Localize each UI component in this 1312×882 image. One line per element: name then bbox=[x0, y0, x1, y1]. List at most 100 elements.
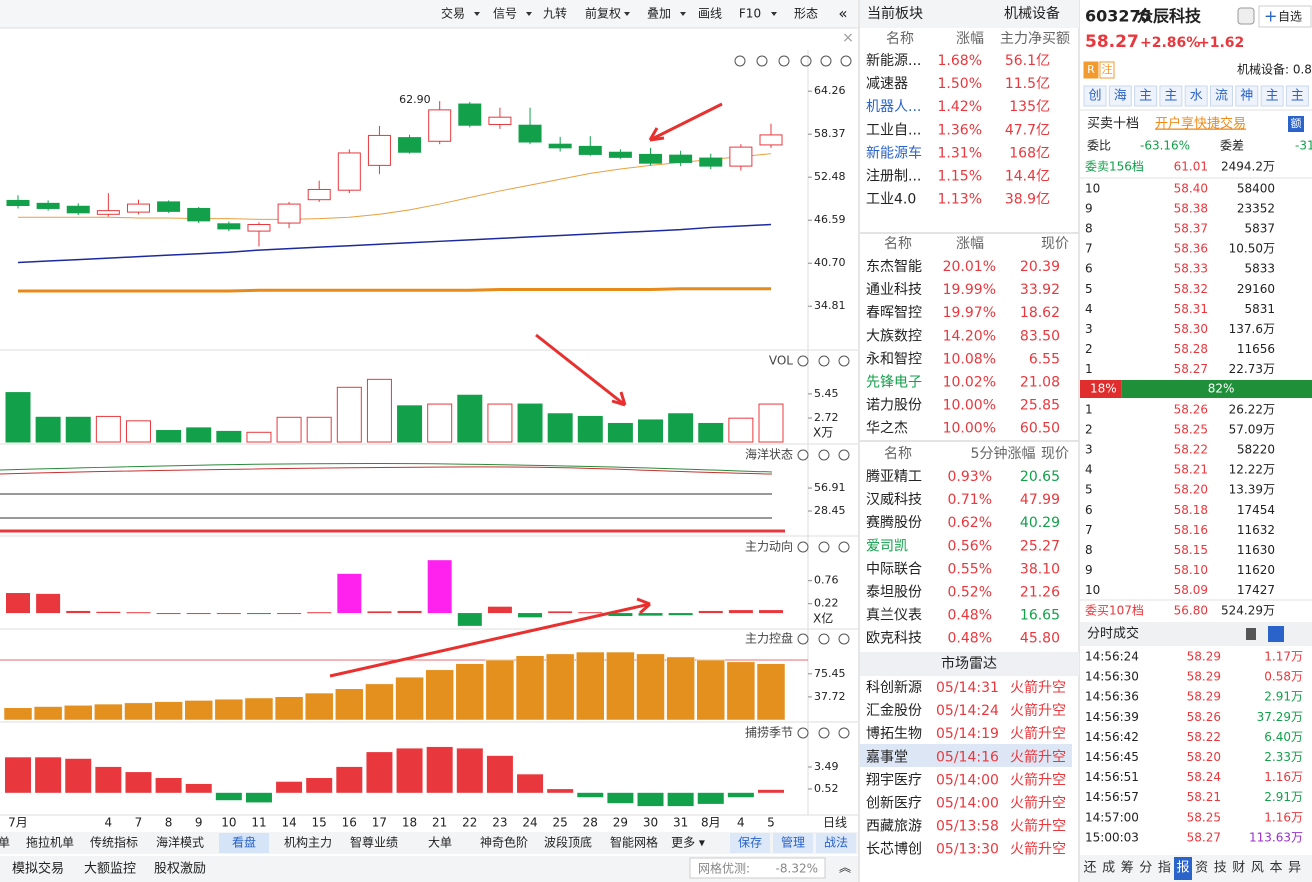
watch-label[interactable]: 自选 bbox=[1278, 10, 1302, 24]
feature-label[interactable]: 神 bbox=[1240, 89, 1253, 104]
row-name[interactable]: 真兰仪表 bbox=[866, 608, 922, 624]
row-name[interactable]: 欧克科技 bbox=[866, 631, 922, 647]
toolbar-button[interactable]: 画线 bbox=[698, 7, 722, 21]
side-tab[interactable]: 技 bbox=[1214, 861, 1227, 876]
row-name[interactable]: 爱司凯 bbox=[866, 538, 908, 554]
feature-button[interactable] bbox=[1235, 85, 1259, 107]
toolbar-icon[interactable] bbox=[756, 55, 768, 67]
radar-name[interactable]: 博拓生物 bbox=[866, 725, 922, 742]
promo[interactable]: 开户享快捷交易 bbox=[1155, 116, 1246, 132]
row-name[interactable]: 大族数控 bbox=[866, 328, 922, 344]
status-item[interactable]: 模拟交易 bbox=[12, 861, 64, 877]
tab[interactable]: 看盘 bbox=[232, 835, 256, 850]
action[interactable]: 保存 bbox=[738, 836, 762, 850]
panel-icon[interactable] bbox=[818, 541, 830, 553]
tab[interactable]: 海洋模式 bbox=[156, 835, 204, 850]
radar-name[interactable]: 西藏旅游 bbox=[866, 819, 922, 835]
feature-label[interactable]: 海 bbox=[1114, 89, 1127, 104]
tab[interactable]: 单 bbox=[0, 836, 10, 850]
side-tab[interactable]: 指 bbox=[1158, 861, 1171, 876]
row-name[interactable]: 赛腾股份 bbox=[866, 514, 922, 531]
panel-icon[interactable] bbox=[818, 727, 830, 739]
tab[interactable]: 大单 bbox=[428, 836, 452, 850]
toolbar-button[interactable]: 叠加 bbox=[647, 7, 671, 21]
toolbar-button[interactable]: 信号 bbox=[493, 7, 517, 21]
panel-icon[interactable] bbox=[838, 355, 850, 367]
side-tab[interactable]: 成 bbox=[1102, 861, 1115, 876]
row-name[interactable]: 工业自... bbox=[866, 122, 921, 138]
feature-button[interactable] bbox=[1134, 85, 1158, 107]
panel-icon[interactable] bbox=[797, 633, 809, 645]
tab[interactable]: 智能网格 bbox=[610, 835, 658, 850]
feature-label[interactable]: 流 bbox=[1215, 89, 1228, 104]
feature-button[interactable] bbox=[1210, 85, 1233, 107]
row-name[interactable]: 减速器 bbox=[866, 76, 908, 92]
tab[interactable]: 拖拉机单 bbox=[26, 835, 74, 850]
panel-icon[interactable] bbox=[838, 633, 850, 645]
panel-icon[interactable] bbox=[797, 727, 809, 739]
panel-icon[interactable] bbox=[838, 449, 850, 461]
side-tab[interactable]: 还 bbox=[1083, 861, 1096, 876]
radar-name[interactable]: 创新医疗 bbox=[866, 796, 922, 812]
side-tab[interactable]: 风 bbox=[1251, 861, 1264, 876]
action[interactable]: 管理 bbox=[781, 835, 805, 850]
toolbar-icon[interactable] bbox=[734, 55, 746, 67]
tab[interactable]: 智尊业绩 bbox=[350, 835, 398, 850]
side-tab[interactable]: 筹 bbox=[1121, 860, 1134, 876]
tab[interactable]: 传统指标 bbox=[90, 835, 138, 850]
toolbar-button[interactable]: 形态 bbox=[794, 7, 818, 21]
status-item[interactable]: 股权激励 bbox=[154, 861, 206, 877]
row-name[interactable]: 工业4.0 bbox=[866, 192, 916, 208]
feature-label[interactable]: 主 bbox=[1291, 89, 1304, 104]
toolbar-button[interactable]: 前复权 bbox=[585, 6, 621, 21]
side-tab[interactable]: 报 bbox=[1176, 861, 1189, 876]
row-name[interactable]: 新能源车 bbox=[866, 144, 922, 161]
expand[interactable]: ︽ bbox=[839, 861, 851, 875]
side-tab[interactable]: 分 bbox=[1139, 861, 1152, 876]
radar-name[interactable]: 嘉事堂 bbox=[866, 749, 908, 765]
close[interactable]: × bbox=[842, 30, 854, 46]
row-name[interactable]: 泰坦股份 bbox=[866, 585, 922, 601]
panel-icon[interactable] bbox=[838, 727, 850, 739]
row-name[interactable]: 永和智控 bbox=[866, 351, 922, 367]
row-name[interactable]: 新能源... bbox=[866, 53, 921, 69]
row-name[interactable]: 通业科技 bbox=[866, 282, 922, 298]
tab[interactable]: 神奇色阶 bbox=[480, 836, 528, 850]
collapse[interactable]: « bbox=[838, 5, 847, 23]
feature-label[interactable]: 创 bbox=[1088, 89, 1101, 104]
feature-button[interactable] bbox=[1260, 85, 1284, 107]
feature-label[interactable]: 主 bbox=[1266, 89, 1279, 104]
row-name[interactable]: 机器人... bbox=[866, 99, 921, 115]
toolbar-icon[interactable] bbox=[778, 55, 790, 67]
toolbar-icon[interactable] bbox=[820, 55, 832, 67]
row-name[interactable]: 华之杰 bbox=[866, 421, 908, 437]
feature-button[interactable] bbox=[1083, 85, 1107, 107]
feature-button[interactable] bbox=[1184, 85, 1208, 107]
row-name[interactable]: 春晖智控 bbox=[866, 305, 922, 321]
row-name[interactable]: 先锋电子 bbox=[866, 375, 922, 391]
action[interactable]: 战法 bbox=[824, 836, 848, 850]
row-name[interactable]: 东杰智能 bbox=[866, 259, 922, 275]
side-tab[interactable]: 异 bbox=[1288, 861, 1301, 876]
panel-icon[interactable] bbox=[838, 541, 850, 553]
panel-icon[interactable] bbox=[818, 449, 830, 461]
toolbar-button[interactable]: 交易 bbox=[441, 6, 465, 21]
toolbar-icon[interactable] bbox=[840, 55, 852, 67]
watch-button[interactable] bbox=[1258, 5, 1312, 28]
side-tab[interactable]: 本 bbox=[1269, 861, 1282, 876]
side-tab[interactable]: 财 bbox=[1232, 861, 1245, 876]
radar-name[interactable]: 汇金股份 bbox=[866, 703, 922, 719]
panel-icon[interactable] bbox=[818, 355, 830, 367]
toolbar-icon[interactable] bbox=[800, 55, 812, 67]
toolbar-button[interactable]: 九转 bbox=[543, 6, 567, 21]
tab[interactable]: 波段顶底 bbox=[544, 835, 592, 850]
row-name[interactable]: 中际联合 bbox=[866, 561, 922, 577]
feature-label[interactable]: 水 bbox=[1190, 89, 1203, 104]
row-name[interactable]: 腾亚精工 bbox=[866, 468, 922, 485]
tab[interactable]: 机构主力 bbox=[284, 835, 332, 850]
panel-icon[interactable] bbox=[797, 355, 809, 367]
side-tab[interactable]: 资 bbox=[1195, 861, 1208, 876]
row-name[interactable]: 汉威科技 bbox=[866, 492, 922, 508]
row-name[interactable]: 诺力股份 bbox=[866, 398, 922, 414]
feature-button[interactable] bbox=[1159, 85, 1183, 107]
